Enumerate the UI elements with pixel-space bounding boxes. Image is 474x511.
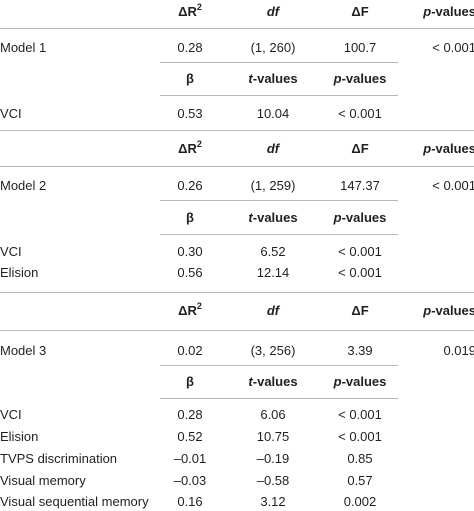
- delta-f-header: ΔF: [351, 303, 369, 318]
- beta-value: 0.53: [177, 106, 203, 121]
- beta-header: β: [186, 71, 194, 86]
- divider: [160, 200, 398, 201]
- p-values-header: p-values: [423, 4, 474, 19]
- p-values-header: p-values: [333, 374, 387, 389]
- model-label: Model 2: [0, 178, 47, 193]
- predictor-label: VCI: [0, 244, 22, 259]
- beta-header: β: [186, 374, 194, 389]
- beta-value: 0.16: [177, 494, 203, 509]
- t-values-header: t-values: [248, 374, 298, 389]
- divider: [160, 398, 398, 399]
- df-header: df: [266, 303, 280, 318]
- divider: [0, 28, 474, 29]
- df-header: df: [266, 4, 280, 19]
- p-value: < 0.001: [338, 244, 382, 259]
- delta-f-header: ΔF: [351, 141, 369, 156]
- delta-r2-value: 0.02: [177, 343, 203, 358]
- delta-r2-header: ΔR2: [178, 2, 202, 20]
- model-label: Model 1: [0, 40, 47, 55]
- p-values-header: p-values: [423, 141, 474, 156]
- divider: [0, 130, 474, 131]
- t-value: 3.12: [260, 494, 286, 509]
- beta-value: –0.01: [173, 451, 207, 466]
- p-value: < 0.001: [432, 178, 474, 193]
- t-value: 12.14: [256, 265, 290, 280]
- delta-f-value: 100.7: [343, 40, 377, 55]
- delta-f-value: 3.39: [347, 343, 373, 358]
- t-value: –0.19: [256, 451, 290, 466]
- p-value: 0.57: [347, 473, 373, 488]
- delta-r2-value: 0.28: [177, 40, 203, 55]
- delta-r2-header: ΔR2: [178, 139, 202, 157]
- df-value: (3, 256): [250, 343, 296, 358]
- t-values-header: t-values: [248, 210, 298, 225]
- beta-value: 0.28: [177, 407, 203, 422]
- predictor-label: Elision: [0, 265, 39, 280]
- p-value: < 0.001: [432, 40, 474, 55]
- beta-header: β: [186, 210, 194, 225]
- p-value: < 0.001: [338, 429, 382, 444]
- t-values-header: t-values: [248, 71, 298, 86]
- delta-r2-value: 0.26: [177, 178, 203, 193]
- t-value: 10.75: [256, 429, 290, 444]
- t-value: 10.04: [256, 106, 290, 121]
- p-value: < 0.001: [338, 265, 382, 280]
- predictor-label: Elision: [0, 429, 39, 444]
- predictor-label: TVPS discrimination: [0, 451, 118, 466]
- p-values-header: p-values: [423, 303, 474, 318]
- model-label: Model 3: [0, 343, 47, 358]
- p-values-header: p-values: [333, 210, 387, 225]
- p-value: < 0.001: [338, 407, 382, 422]
- divider: [160, 234, 398, 235]
- p-value: 0.85: [347, 451, 373, 466]
- beta-value: 0.30: [177, 244, 203, 259]
- df-header: df: [266, 141, 280, 156]
- delta-f-header: ΔF: [351, 4, 369, 19]
- beta-value: –0.03: [173, 473, 207, 488]
- delta-f-value: 147.37: [340, 178, 380, 193]
- divider: [0, 330, 474, 331]
- t-value: –0.58: [256, 473, 290, 488]
- df-value: (1, 259): [250, 178, 296, 193]
- p-value: < 0.001: [338, 106, 382, 121]
- p-values-header: p-values: [333, 71, 387, 86]
- p-value: 0.002: [343, 494, 377, 509]
- t-value: 6.06: [260, 407, 286, 422]
- p-value: 0.019: [443, 343, 474, 358]
- divider: [0, 166, 474, 167]
- predictor-label: Visual sequential memory: [0, 494, 149, 509]
- divider: [0, 292, 474, 293]
- predictor-label: VCI: [0, 407, 22, 422]
- beta-value: 0.56: [177, 265, 203, 280]
- predictor-label: Visual memory: [0, 473, 86, 488]
- divider: [160, 365, 398, 366]
- t-value: 6.52: [260, 244, 286, 259]
- beta-value: 0.52: [177, 429, 203, 444]
- predictor-label: VCI: [0, 106, 22, 121]
- delta-r2-header: ΔR2: [178, 301, 202, 319]
- divider: [160, 62, 398, 63]
- divider: [160, 95, 398, 96]
- df-value: (1, 260): [250, 40, 296, 55]
